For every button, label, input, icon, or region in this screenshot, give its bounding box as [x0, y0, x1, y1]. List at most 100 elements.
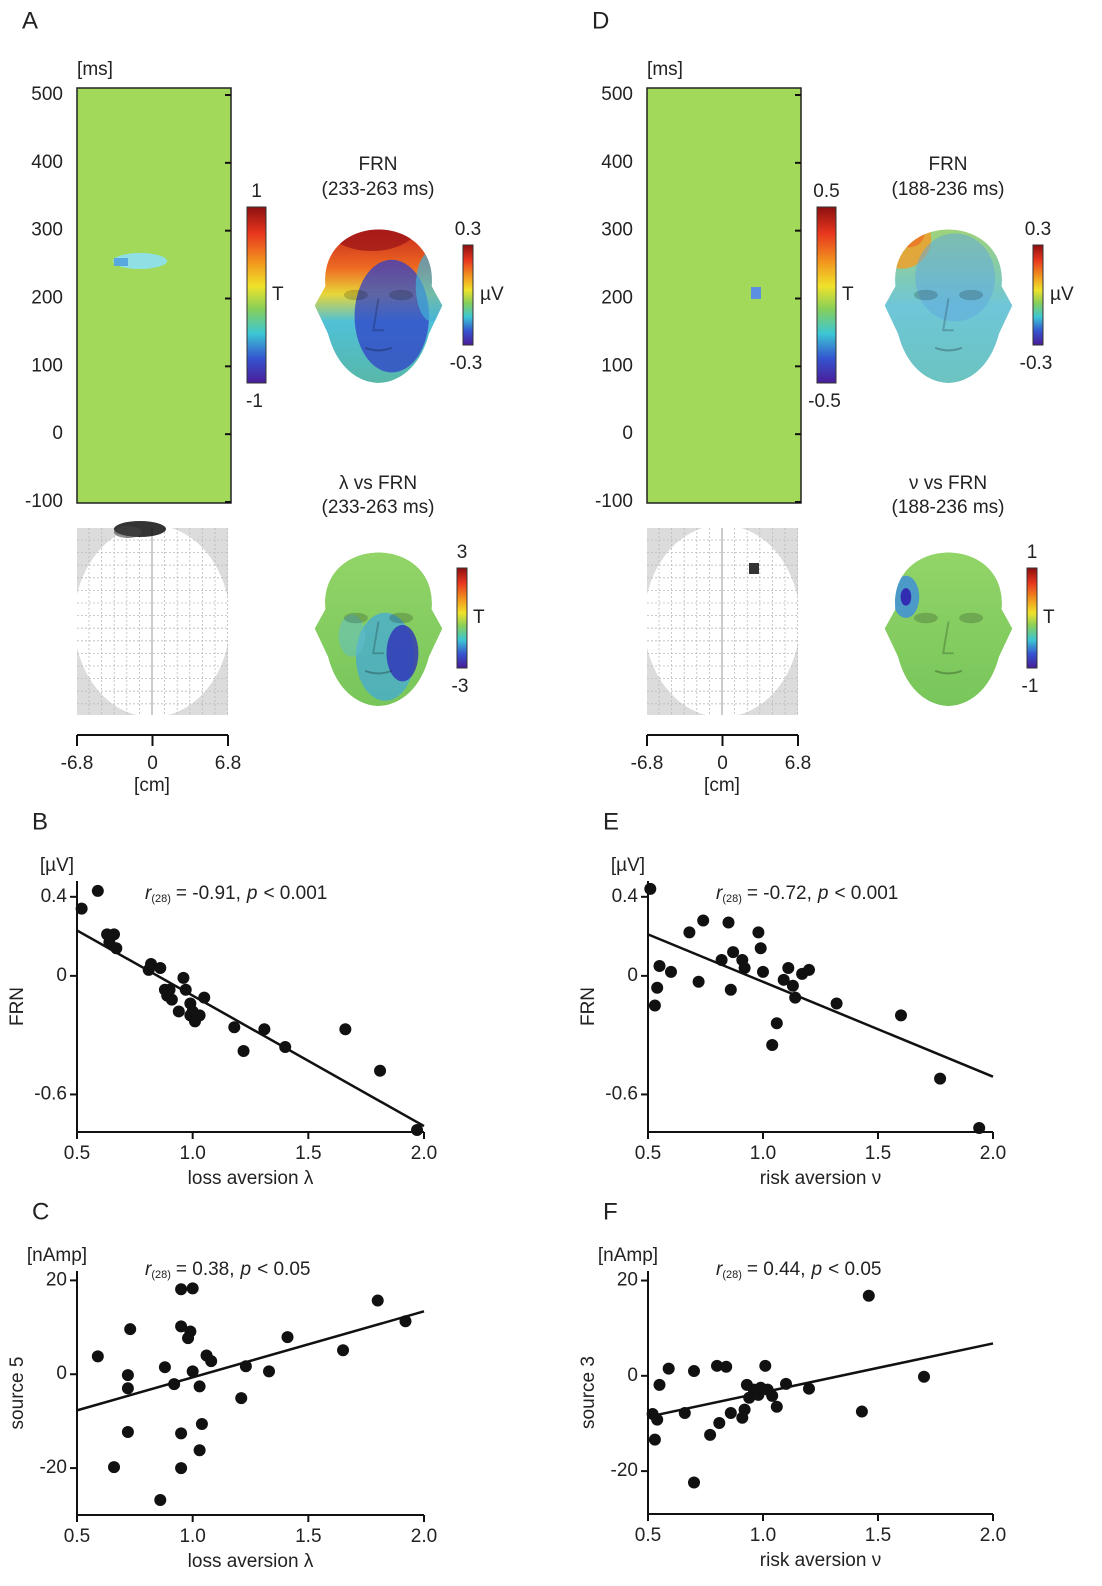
p-value: < 0.001 — [834, 883, 898, 904]
data-point — [934, 1073, 946, 1085]
p-symbol: p — [246, 883, 258, 904]
y-tick-label: 400 — [31, 152, 63, 173]
data-point — [175, 1427, 187, 1439]
data-point — [92, 1350, 104, 1362]
data-point — [164, 984, 176, 996]
topo-window: (188-236 ms) — [892, 179, 1005, 200]
data-point — [727, 946, 739, 958]
data-point — [194, 1009, 206, 1021]
x-tick-label: 1.5 — [295, 1143, 321, 1164]
y-axis-label: source 3 — [578, 1356, 599, 1429]
data-point — [279, 1041, 291, 1053]
data-point — [651, 982, 663, 994]
time-space-map — [647, 88, 801, 503]
data-point — [235, 1392, 247, 1404]
data-point — [154, 1494, 166, 1506]
colorbar-min: -0.5 — [808, 391, 841, 412]
face-eye — [959, 613, 983, 624]
x-tick-label: 1.5 — [865, 1143, 891, 1164]
colorbar-min: -0.3 — [450, 353, 483, 374]
data-point — [683, 926, 695, 938]
x-axis-label: loss aversion λ — [188, 1551, 314, 1572]
y-tick-label: 300 — [31, 220, 63, 241]
colorbar-label: T — [842, 284, 854, 305]
p-value: < 0.001 — [263, 883, 327, 904]
x-axis-label: risk aversion ν — [760, 1168, 881, 1189]
y-tick-label: 100 — [601, 355, 633, 376]
data-point — [720, 1361, 732, 1373]
stat-value: = -0.91, — [176, 883, 241, 904]
data-point — [282, 1331, 294, 1343]
topo-title: λ vs FRN — [339, 473, 417, 494]
colorbar-min: -0.3 — [1020, 353, 1053, 374]
topo-window: (233-263 ms) — [322, 179, 435, 200]
data-point — [789, 992, 801, 1004]
y-tick-label: -20 — [40, 1457, 67, 1478]
data-point — [154, 962, 166, 974]
data-point — [679, 1407, 691, 1419]
y-tick-label: 0 — [52, 423, 63, 444]
data-point — [644, 883, 656, 895]
x-tick-label: 1.0 — [750, 1143, 776, 1164]
y-tick-label: -100 — [25, 491, 63, 512]
x-tick-label: -6.8 — [631, 753, 664, 774]
topo-blob — [901, 588, 912, 606]
data-point — [973, 1122, 985, 1134]
axis-unit: [cm] — [704, 775, 740, 796]
y-tick-label: 0 — [56, 1363, 67, 1384]
data-point — [194, 1444, 206, 1456]
x-tick-label: 0.5 — [64, 1143, 90, 1164]
data-point — [688, 1477, 700, 1489]
topo-window: (188-236 ms) — [892, 497, 1005, 518]
y-tick-label: 0 — [627, 965, 638, 986]
stat-value: = 0.44, — [747, 1259, 806, 1280]
cluster — [751, 287, 761, 299]
colorbar — [1033, 245, 1043, 345]
data-point — [759, 1360, 771, 1372]
data-point — [122, 1426, 134, 1438]
panel-label: A — [22, 7, 38, 34]
colorbar-label: µV — [1050, 284, 1074, 305]
x-tick-label: 2.0 — [411, 1526, 437, 1547]
y-tick-label: 400 — [601, 152, 633, 173]
data-point — [663, 1363, 675, 1375]
data-point — [374, 1065, 386, 1077]
p-symbol: p — [811, 1259, 823, 1280]
colorbar-label: T — [272, 284, 284, 305]
x-tick-label: 2.0 — [980, 1143, 1006, 1164]
data-point — [725, 984, 737, 996]
page: A[ms]5004003002001000-100-6.806.8[cm]1-1… — [0, 0, 1102, 1586]
topo-window: (233-263 ms) — [322, 497, 435, 518]
face-eye — [914, 613, 938, 624]
annotation: r(28)= -0.91,p< 0.001 — [145, 883, 327, 905]
axis-unit: [ms] — [647, 59, 683, 80]
x-tick-label: 0.5 — [635, 1525, 661, 1546]
x-tick-label: 6.8 — [215, 753, 241, 774]
regression-line — [648, 1343, 993, 1416]
data-point — [182, 1332, 194, 1344]
p-value: < 0.05 — [257, 1259, 310, 1280]
colorbar-min: -1 — [1022, 676, 1039, 697]
colorbar-max: 1 — [1027, 542, 1038, 563]
colorbar — [463, 245, 473, 345]
axis-unit: [cm] — [134, 775, 170, 796]
data-point — [228, 1021, 240, 1033]
head-topography — [315, 552, 443, 706]
y-tick-label: 20 — [46, 1269, 67, 1290]
data-point — [725, 1407, 737, 1419]
data-point — [693, 976, 705, 988]
face-eye — [959, 290, 983, 301]
topo-blob — [893, 219, 925, 247]
data-point — [177, 972, 189, 984]
data-point — [168, 1378, 180, 1390]
stat-df: (28) — [722, 893, 742, 905]
x-tick-label: 1.5 — [865, 1525, 891, 1546]
x-tick-label: 1.0 — [179, 1143, 205, 1164]
colorbar-min: -3 — [452, 676, 469, 697]
data-point — [238, 1045, 250, 1057]
colorbar-max: 0.3 — [455, 219, 481, 240]
y-tick-label: -100 — [595, 491, 633, 512]
data-point — [180, 984, 192, 996]
x-tick-label: 6.8 — [785, 753, 811, 774]
y-tick-label: 0.4 — [41, 886, 68, 907]
